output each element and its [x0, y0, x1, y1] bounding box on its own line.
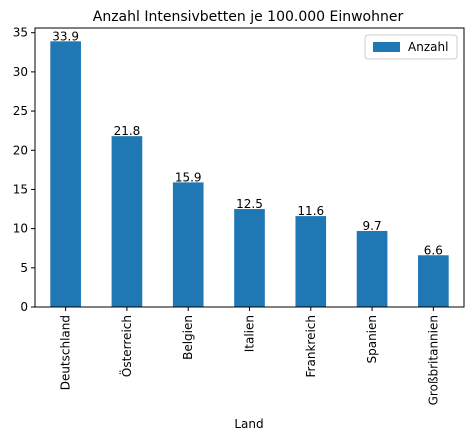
plot-frame — [34, 27, 465, 308]
bar-1 — [111, 136, 143, 307]
x-tick-label-6: Großbritannien — [426, 315, 440, 405]
x-tick-label-3: Italien — [243, 315, 257, 352]
bar-2 — [172, 182, 204, 307]
x-axis: Deutschland Österreich Belgien Italien Frank… — [59, 307, 440, 405]
y-tick-label-7: 35 — [13, 26, 28, 40]
bar-3 — [234, 209, 265, 307]
x-tick-label-5: Spanien — [365, 315, 379, 364]
x-tick-label-0: Deutschland — [59, 315, 73, 390]
legend-box — [364, 34, 458, 60]
y-tick-label-3: 15 — [13, 182, 28, 196]
data-label-2: 15.9 — [175, 170, 202, 184]
chart-title: Anzahl Intensivbetten je 100.000 Einwohn… — [93, 9, 404, 25]
data-label-6: 6.6 — [424, 243, 443, 257]
data-label-0: 33.9 — [52, 29, 79, 43]
legend-swatch — [373, 42, 400, 52]
y-tick-label-5: 25 — [13, 104, 28, 118]
y-tick-label-2: 10 — [13, 222, 28, 236]
bar-0 — [50, 41, 81, 308]
data-label-5: 9.7 — [363, 219, 382, 233]
bar-6 — [418, 255, 449, 307]
data-labels-group: 33.9 21.8 15.9 12.5 11.6 9.7 6.6 — [52, 29, 443, 257]
y-tick-label-0: 0 — [20, 300, 28, 314]
y-axis: 0 5 10 15 20 25 30 35 — [13, 26, 35, 314]
bar-4 — [295, 216, 327, 307]
bar-5 — [356, 230, 388, 307]
y-tick-label-6: 30 — [13, 65, 28, 79]
x-tick-label-4: Frankreich — [304, 315, 318, 377]
legend-label: Anzahl — [408, 40, 448, 54]
x-axis-label: Land — [234, 417, 263, 431]
data-label-3: 12.5 — [236, 197, 263, 211]
legend: Anzahl — [364, 34, 458, 60]
y-tick-label-4: 20 — [13, 143, 28, 157]
y-tick-label-1: 5 — [20, 261, 28, 275]
data-label-4: 11.6 — [297, 204, 324, 218]
bars-group — [50, 41, 449, 308]
x-tick-label-1: Österreich — [118, 315, 134, 377]
x-tick-label-2: Belgien — [181, 315, 195, 360]
data-label-1: 21.8 — [114, 124, 141, 138]
